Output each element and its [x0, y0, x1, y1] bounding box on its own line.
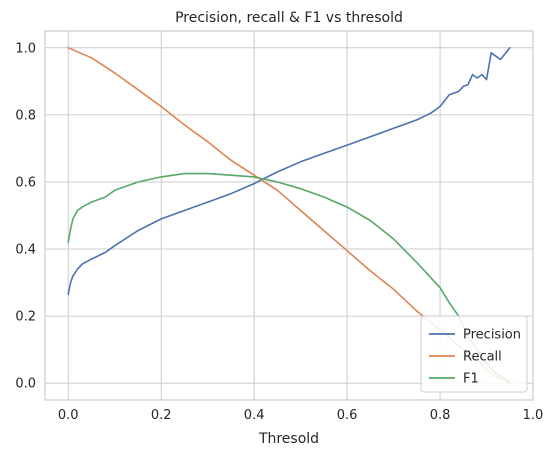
x-axis-label: Thresold	[258, 431, 319, 447]
tick-labels: 0.0 0.2 0.4 0.6 0.8 1.0 0.0 0.2 0.4 0.6 0.8 1.0	[15, 41, 543, 423]
x-tick-label: 0.2	[151, 408, 172, 423]
x-tick-label: 0.4	[244, 408, 265, 423]
x-tick-label: 0.8	[430, 408, 451, 423]
y-tick-label: 0.4	[15, 243, 36, 258]
legend-label-recall: Recall	[463, 350, 502, 365]
legend-box	[420, 315, 528, 393]
y-tick-label: 0.8	[15, 108, 36, 123]
y-tick-label: 0.6	[15, 175, 36, 190]
x-tick-label: 0.0	[58, 408, 79, 423]
legend-label-f1: F1	[463, 372, 479, 387]
series-precision-line	[67, 46, 511, 296]
y-tick-label: 1.0	[15, 41, 36, 56]
y-tick-label: 0.0	[15, 377, 36, 392]
x-tick-label: 0.6	[337, 408, 358, 423]
y-tick-label: 0.2	[15, 310, 36, 325]
chart-title: Precision, recall & F1 vs thresold	[175, 10, 403, 26]
legend: Precision Recall F1	[420, 315, 528, 393]
x-tick-label: 1.0	[523, 408, 544, 423]
plot-frame	[44, 30, 534, 401]
legend-label-precision: Precision	[463, 328, 521, 343]
